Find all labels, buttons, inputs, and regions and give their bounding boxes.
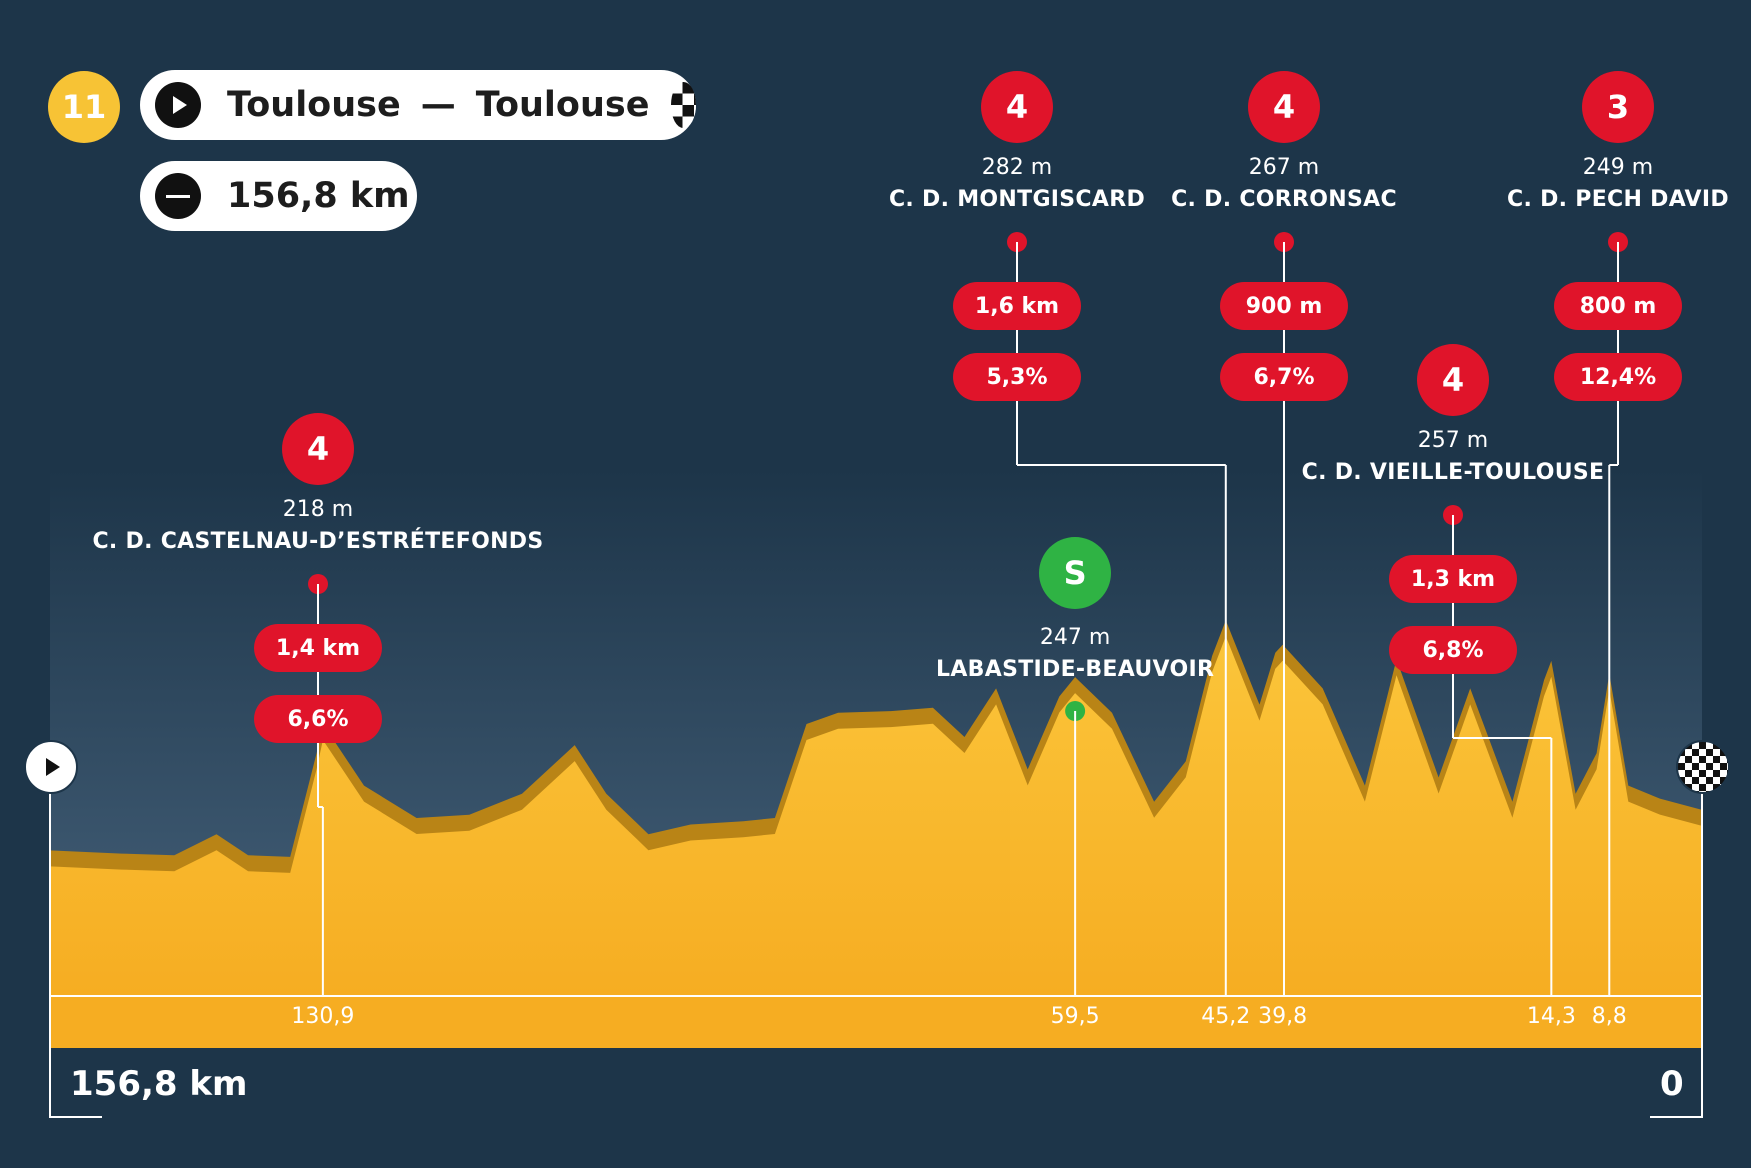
climb-gradient-pill: 5,3% xyxy=(953,353,1081,401)
climb-length-pill: 1,4 km xyxy=(254,624,382,672)
climb-category-badge: 4 xyxy=(1417,344,1489,416)
climb-altitude: 249 m xyxy=(1582,155,1654,180)
route-separator: — xyxy=(420,85,456,125)
baseline-band xyxy=(50,996,1702,1048)
km-marker-label: 14,3 xyxy=(1526,1004,1576,1029)
start-play-icon xyxy=(155,82,201,128)
climb-name: C. D. VIEILLE-TOULOUSE xyxy=(1301,460,1605,485)
stage-number-badge: 11 xyxy=(48,71,120,143)
climb-category-badge: 4 xyxy=(282,413,354,485)
sprint-badge: S xyxy=(1039,537,1112,609)
km-marker-label: 59,5 xyxy=(1050,1004,1100,1029)
axis-start-label: 156,8 km xyxy=(70,1064,248,1104)
profile-area xyxy=(50,636,1702,996)
axis-end-label: 0 xyxy=(1660,1064,1684,1104)
route-start: Toulouse xyxy=(227,85,401,125)
climb-altitude: 282 m xyxy=(981,155,1053,180)
distance-pill: 156,8 km xyxy=(140,161,417,231)
climb-length-pill: 800 m xyxy=(1554,282,1682,330)
sprint-altitude: 247 m xyxy=(1039,625,1111,650)
climb-gradient-pill: 6,8% xyxy=(1389,626,1517,674)
climb-length-pill: 1,3 km xyxy=(1389,555,1517,603)
climb-length-pill: 1,6 km xyxy=(953,282,1081,330)
finish-marker-icon xyxy=(1676,740,1730,794)
climb-gradient-pill: 12,4% xyxy=(1554,353,1682,401)
sprint-name: LABASTIDE-BEAUVOIR xyxy=(936,657,1215,682)
km-marker-label: 39,8 xyxy=(1258,1004,1308,1029)
climb-name: C. D. CORRONSAC xyxy=(1171,187,1397,212)
distance-value: 156,8 km xyxy=(227,176,410,216)
climb-altitude: 218 m xyxy=(282,497,354,522)
km-marker-label: 45,2 xyxy=(1201,1004,1251,1029)
climb-category-badge: 4 xyxy=(981,71,1053,143)
climb-name: C. D. MONTGISCARD xyxy=(888,187,1146,212)
climb-altitude: 257 m xyxy=(1417,428,1489,453)
finish-flag-icon xyxy=(671,82,696,128)
climb-category-badge: 4 xyxy=(1248,71,1320,143)
climb-gradient-pill: 6,7% xyxy=(1220,353,1348,401)
km-marker-label: 8,8 xyxy=(1591,1004,1627,1029)
climb-name: C. D. PECH DAVID xyxy=(1507,187,1729,212)
climb-length-pill: 900 m xyxy=(1220,282,1348,330)
climb-category-badge: 3 xyxy=(1582,71,1654,143)
route-finish: Toulouse xyxy=(475,85,650,125)
route-pill: Toulouse — Toulouse xyxy=(140,70,696,140)
start-marker-icon xyxy=(24,740,78,794)
km-marker-label: 130,9 xyxy=(291,1004,355,1029)
distance-icon xyxy=(155,173,201,219)
climb-altitude: 267 m xyxy=(1248,155,1320,180)
climb-name: C. D. CASTELNAU-D’ESTRÉTEFONDS xyxy=(92,529,544,554)
climb-gradient-pill: 6,6% xyxy=(254,695,382,743)
